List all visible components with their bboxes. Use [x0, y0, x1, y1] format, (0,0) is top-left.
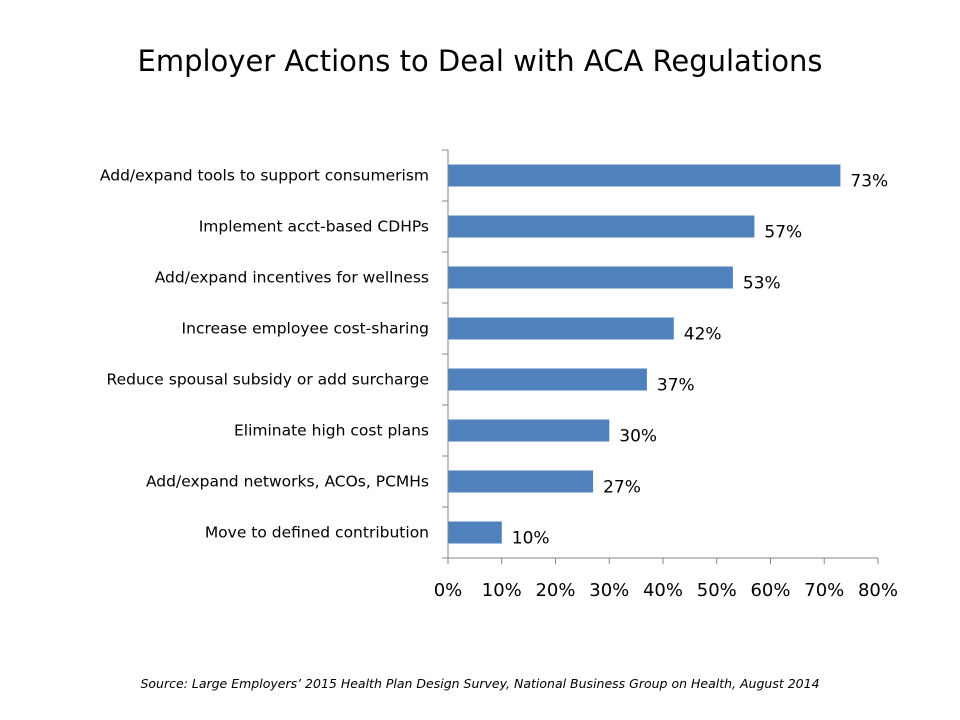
- data-label: 37%: [657, 376, 695, 396]
- bar: [448, 266, 733, 289]
- bar: [448, 215, 755, 238]
- category-label: Add/expand incentives for wellness: [155, 269, 429, 287]
- data-label: 57%: [764, 223, 802, 243]
- category-label: Implement acct-based CDHPs: [199, 218, 429, 236]
- x-tick-label: 50%: [697, 580, 737, 601]
- bar: [448, 164, 841, 187]
- data-label: 42%: [684, 325, 722, 345]
- x-tick-label: 60%: [750, 580, 790, 601]
- data-label: 53%: [743, 274, 781, 294]
- category-label: Increase employee cost-sharing: [182, 320, 429, 338]
- x-tick-label: 70%: [804, 580, 844, 601]
- source-note: Source: Large Employers’ 2015 Health Pla…: [140, 676, 820, 691]
- x-tick-label: 80%: [858, 580, 898, 601]
- category-label: Move to defined contribution: [205, 524, 429, 542]
- category-label: Add/expand tools to support consumerism: [100, 167, 429, 185]
- data-label: 27%: [603, 478, 641, 498]
- x-tick-label: 40%: [643, 580, 683, 601]
- data-label: 73%: [850, 172, 888, 192]
- category-label: Add/expand networks, ACOs, PCMHs: [146, 473, 429, 491]
- bar: [448, 521, 502, 544]
- category-label: Eliminate high cost plans: [234, 422, 429, 440]
- x-tick-label: 10%: [482, 580, 522, 601]
- x-tick-label: 0%: [434, 580, 463, 601]
- data-label: 30%: [619, 427, 657, 447]
- bar: [448, 470, 594, 493]
- data-label: 10%: [512, 529, 550, 549]
- bar: [448, 419, 610, 442]
- x-tick-label: 20%: [535, 580, 575, 601]
- bar: [448, 368, 647, 391]
- x-tick-label: 30%: [589, 580, 629, 601]
- page-title: Employer Actions to Deal with ACA Regula…: [137, 44, 823, 78]
- category-label: Reduce spousal subsidy or add surcharge: [107, 371, 429, 389]
- bar: [448, 317, 674, 340]
